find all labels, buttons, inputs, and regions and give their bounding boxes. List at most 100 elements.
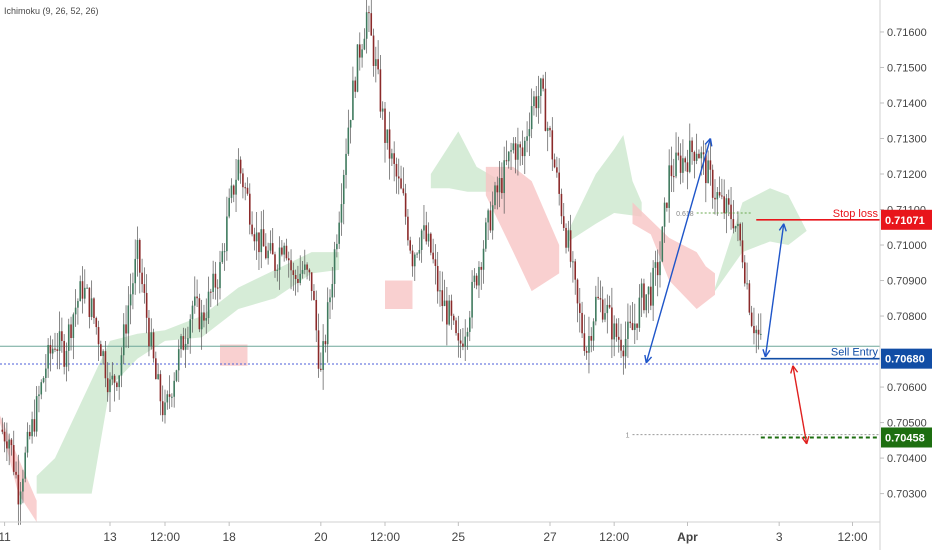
candle xyxy=(287,251,290,278)
candle-body xyxy=(138,240,141,273)
candle xyxy=(180,333,182,358)
candle xyxy=(292,262,295,291)
candle-body xyxy=(540,78,542,96)
candle xyxy=(349,119,352,144)
candle-body xyxy=(739,223,742,241)
candle xyxy=(381,101,384,120)
candle-body xyxy=(448,300,450,325)
candle-body xyxy=(148,317,150,347)
candle xyxy=(122,313,125,365)
stop-price-tag-text: 0.71071 xyxy=(885,215,925,227)
candle-body xyxy=(294,275,297,279)
candle-body xyxy=(248,193,251,225)
candle xyxy=(519,141,522,166)
candle xyxy=(56,332,59,370)
candle-body xyxy=(31,419,33,437)
candle-body xyxy=(258,232,260,253)
candle-body xyxy=(58,331,61,351)
candle xyxy=(285,238,288,261)
candle xyxy=(24,446,27,483)
price-tick-label: 0.70600 xyxy=(887,382,927,394)
candle xyxy=(723,179,725,220)
candle-body xyxy=(150,332,153,347)
entry-price-tag[interactable]: 0.70680 xyxy=(881,348,932,369)
candle-body xyxy=(235,179,237,195)
candle-body xyxy=(47,344,49,369)
candle-body xyxy=(757,329,760,335)
candle xyxy=(533,90,535,116)
candle xyxy=(567,220,570,252)
candle xyxy=(581,301,583,339)
candle-body xyxy=(143,284,146,293)
candle-body xyxy=(436,265,439,292)
candle xyxy=(297,265,299,293)
candle-body xyxy=(622,350,625,357)
candle-body xyxy=(487,210,489,223)
candle xyxy=(10,437,13,456)
candle-body xyxy=(6,441,8,449)
candle-body xyxy=(375,59,377,66)
candle-body xyxy=(342,174,345,205)
candle xyxy=(507,151,510,169)
time-tick-label: Apr xyxy=(677,530,698,544)
candle xyxy=(205,298,208,334)
candle xyxy=(661,226,664,263)
candle xyxy=(368,5,370,32)
candle xyxy=(372,28,375,77)
candle xyxy=(232,184,235,203)
stop-price-tag[interactable]: 0.71071 xyxy=(881,209,932,230)
candle xyxy=(590,327,593,353)
fib-level-1-label: 1 xyxy=(626,433,630,440)
candle xyxy=(65,342,68,382)
fib-layer: 0.618 1 xyxy=(626,211,880,440)
candle-body xyxy=(317,330,320,369)
candle-body xyxy=(682,158,684,173)
candle-body xyxy=(672,176,675,178)
candle-body xyxy=(352,80,354,121)
candle-body xyxy=(679,155,682,173)
candle-body xyxy=(652,267,654,306)
candle-body xyxy=(228,197,230,217)
price-tick-label: 0.70400 xyxy=(887,453,927,465)
candle-body xyxy=(725,198,728,214)
candle xyxy=(74,289,77,327)
candle-body xyxy=(416,253,418,255)
candle xyxy=(604,298,606,323)
candle-body xyxy=(551,130,554,160)
candle-body xyxy=(10,439,13,446)
candle xyxy=(171,393,173,408)
arrow-layer xyxy=(644,138,810,445)
candle-body xyxy=(187,338,189,344)
up-arrow-2-shaft xyxy=(764,223,785,357)
candle xyxy=(514,137,517,174)
candle-body xyxy=(65,350,68,367)
candle xyxy=(253,227,256,251)
candle xyxy=(546,121,549,152)
candle xyxy=(636,323,638,341)
candle xyxy=(51,339,54,360)
candle-body xyxy=(38,394,40,397)
candle xyxy=(675,132,677,179)
candle xyxy=(40,379,43,400)
candle-body xyxy=(198,298,201,330)
candle-body xyxy=(718,192,721,196)
candle xyxy=(72,312,75,360)
candle xyxy=(38,385,40,413)
candle-body xyxy=(326,302,329,345)
candle-body xyxy=(576,279,579,304)
candle-body xyxy=(750,312,753,326)
candle-body xyxy=(595,296,597,322)
candle-body xyxy=(413,254,416,267)
candle-body xyxy=(212,273,214,293)
up-arrow-1-shaft xyxy=(645,138,712,364)
candle-body xyxy=(262,229,265,247)
candle xyxy=(58,311,61,370)
entry-price-tag-text: 0.70680 xyxy=(885,354,925,366)
candle xyxy=(599,280,602,313)
candle-body xyxy=(510,150,512,152)
candle-body xyxy=(748,283,751,313)
target-price-tag[interactable]: 0.70458 xyxy=(881,427,932,448)
price-tick-label: 0.71400 xyxy=(887,98,927,110)
candle xyxy=(228,188,230,219)
